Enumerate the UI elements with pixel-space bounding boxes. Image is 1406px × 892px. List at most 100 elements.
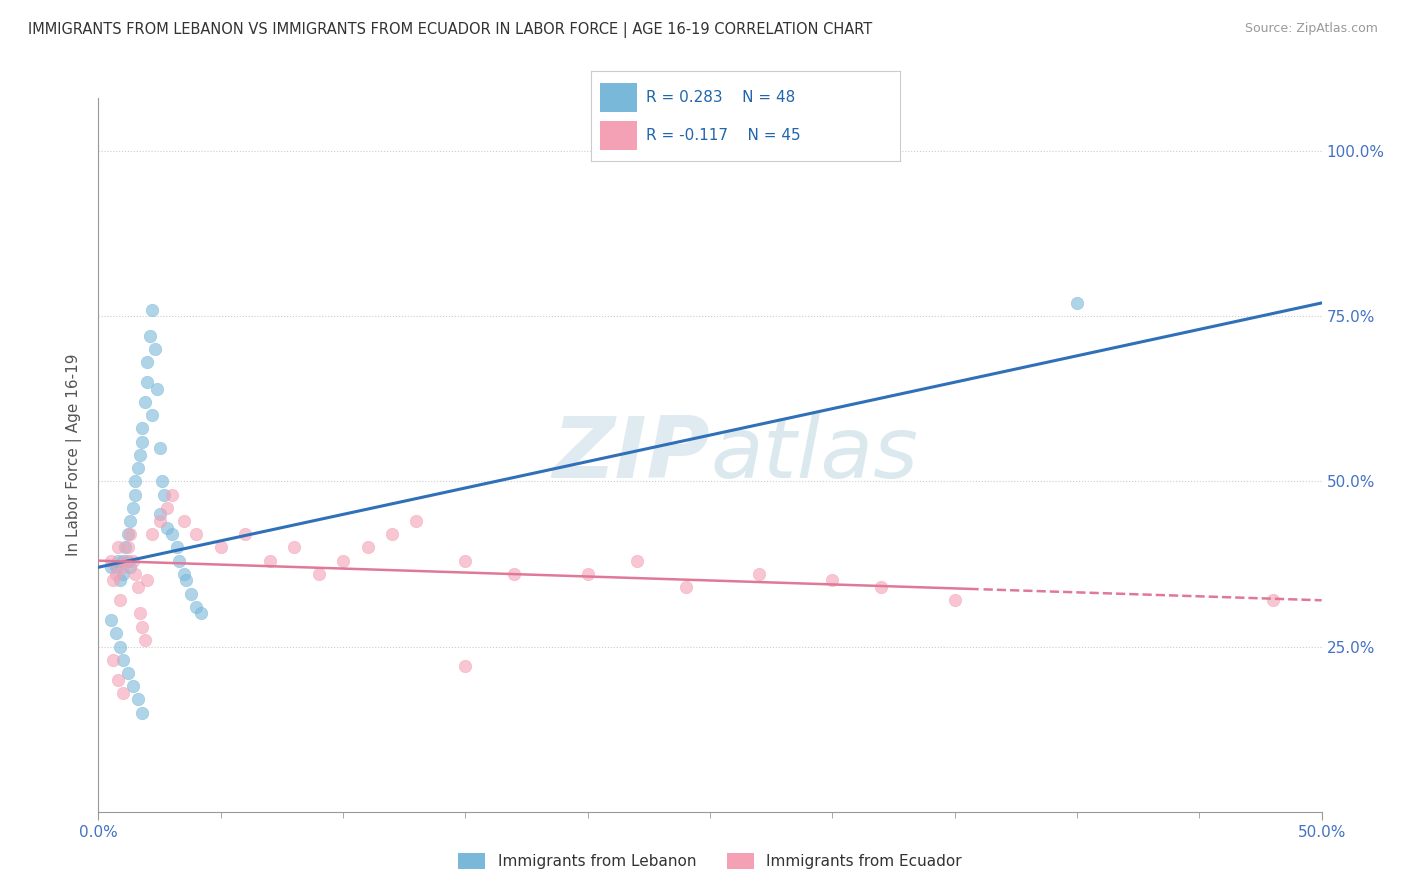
Point bbox=[626, 554, 648, 568]
Point bbox=[117, 527, 139, 541]
Point bbox=[150, 475, 173, 489]
Point bbox=[454, 554, 477, 568]
Point bbox=[124, 475, 146, 489]
Point bbox=[156, 520, 179, 534]
Point bbox=[332, 554, 354, 568]
Point bbox=[1261, 593, 1284, 607]
Point bbox=[503, 566, 526, 581]
Point bbox=[121, 554, 143, 568]
Point bbox=[576, 566, 599, 581]
Point bbox=[136, 376, 159, 390]
Point bbox=[121, 679, 143, 693]
Point bbox=[100, 560, 122, 574]
Point bbox=[114, 541, 136, 555]
Point bbox=[111, 554, 134, 568]
Point bbox=[153, 487, 176, 501]
Point bbox=[141, 302, 163, 317]
Point bbox=[166, 541, 188, 555]
Point bbox=[405, 514, 427, 528]
Point bbox=[111, 653, 134, 667]
Point bbox=[167, 554, 190, 568]
Point bbox=[146, 382, 169, 396]
Point bbox=[117, 554, 139, 568]
Point bbox=[1066, 296, 1088, 310]
Point bbox=[121, 500, 143, 515]
Point bbox=[139, 329, 162, 343]
Point bbox=[110, 593, 132, 607]
Point bbox=[870, 580, 893, 594]
Point bbox=[190, 607, 212, 621]
Point bbox=[100, 613, 122, 627]
Point bbox=[173, 514, 195, 528]
Point bbox=[259, 554, 281, 568]
Point bbox=[117, 665, 139, 680]
Point bbox=[149, 514, 172, 528]
Text: ZIP: ZIP bbox=[553, 413, 710, 497]
Point bbox=[104, 626, 127, 640]
Point bbox=[748, 566, 770, 581]
Point bbox=[129, 448, 152, 462]
Point bbox=[120, 514, 142, 528]
Point bbox=[160, 527, 183, 541]
Point bbox=[149, 442, 172, 456]
Point bbox=[104, 566, 127, 581]
Point bbox=[110, 640, 132, 654]
Point bbox=[120, 560, 142, 574]
Text: R = -0.117    N = 45: R = -0.117 N = 45 bbox=[647, 128, 801, 143]
Text: IMMIGRANTS FROM LEBANON VS IMMIGRANTS FROM ECUADOR IN LABOR FORCE | AGE 16-19 CO: IMMIGRANTS FROM LEBANON VS IMMIGRANTS FR… bbox=[28, 22, 872, 38]
Point bbox=[356, 541, 378, 555]
Point bbox=[127, 580, 149, 594]
Point bbox=[131, 421, 153, 435]
Point bbox=[110, 574, 132, 588]
Point bbox=[104, 560, 127, 574]
Point bbox=[127, 692, 149, 706]
Text: R = 0.283    N = 48: R = 0.283 N = 48 bbox=[647, 90, 796, 104]
Point bbox=[127, 461, 149, 475]
Point bbox=[943, 593, 966, 607]
Point bbox=[454, 659, 477, 673]
Point bbox=[186, 599, 208, 614]
Point bbox=[186, 527, 208, 541]
Point bbox=[134, 395, 156, 409]
Point bbox=[160, 487, 183, 501]
Point bbox=[131, 706, 153, 720]
Point bbox=[233, 527, 256, 541]
Point bbox=[180, 587, 202, 601]
Point bbox=[176, 574, 198, 588]
Point bbox=[100, 554, 122, 568]
Point bbox=[107, 541, 129, 555]
Point bbox=[209, 541, 232, 555]
Point bbox=[283, 541, 305, 555]
Y-axis label: In Labor Force | Age 16-19: In Labor Force | Age 16-19 bbox=[66, 353, 83, 557]
Point bbox=[141, 409, 163, 423]
FancyBboxPatch shape bbox=[600, 121, 637, 150]
Point bbox=[131, 620, 153, 634]
Text: atlas: atlas bbox=[710, 413, 918, 497]
Point bbox=[107, 673, 129, 687]
Point bbox=[173, 566, 195, 581]
Text: Source: ZipAtlas.com: Source: ZipAtlas.com bbox=[1244, 22, 1378, 36]
Point bbox=[143, 342, 166, 356]
Point bbox=[114, 554, 136, 568]
Point bbox=[111, 686, 134, 700]
Point bbox=[124, 566, 146, 581]
Point bbox=[821, 574, 844, 588]
Point bbox=[136, 574, 159, 588]
Point bbox=[149, 508, 172, 522]
Point bbox=[308, 566, 330, 581]
Point bbox=[675, 580, 697, 594]
Point bbox=[136, 355, 159, 369]
Point bbox=[101, 653, 124, 667]
Legend: Immigrants from Lebanon, Immigrants from Ecuador: Immigrants from Lebanon, Immigrants from… bbox=[451, 847, 969, 875]
Point bbox=[134, 632, 156, 647]
Point bbox=[107, 554, 129, 568]
Point bbox=[124, 487, 146, 501]
Point bbox=[120, 527, 142, 541]
Point bbox=[131, 434, 153, 449]
Point bbox=[141, 527, 163, 541]
Point bbox=[117, 541, 139, 555]
Point bbox=[156, 500, 179, 515]
Point bbox=[381, 527, 404, 541]
Point bbox=[129, 607, 152, 621]
Point bbox=[111, 560, 134, 574]
